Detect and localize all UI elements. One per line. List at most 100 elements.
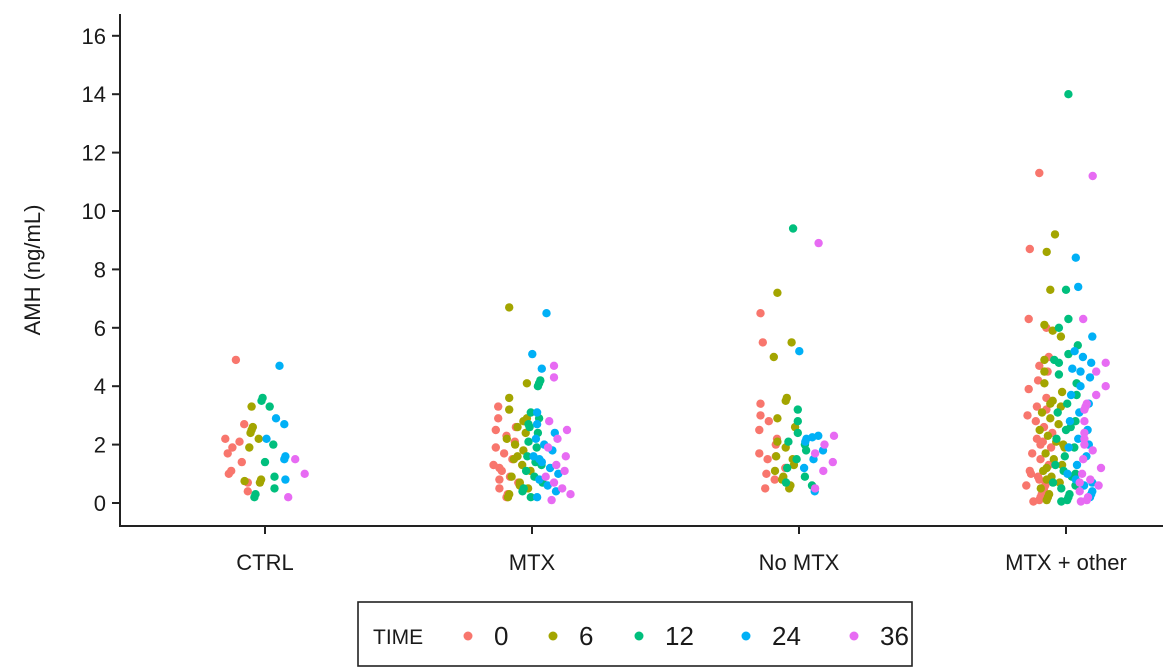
point-time-12 — [784, 437, 793, 446]
legend-marker-12 — [634, 631, 644, 641]
point-time-12 — [1060, 452, 1070, 461]
y-axis-title-group: AMH (ng/mL) — [20, 205, 45, 336]
point-time-24 — [799, 463, 809, 473]
point-time-24 — [1076, 367, 1085, 376]
point-time-12 — [1064, 90, 1073, 99]
y-tick-label: 4 — [94, 374, 106, 399]
point-time-6 — [1042, 475, 1051, 484]
point-time-0 — [756, 309, 765, 318]
point-time-36 — [829, 431, 839, 440]
point-time-12 — [793, 405, 802, 414]
point-time-0 — [495, 463, 504, 473]
point-time-36 — [819, 466, 828, 476]
point-time-24 — [532, 493, 542, 502]
legend-label-6: 6 — [579, 621, 593, 651]
point-time-12 — [524, 437, 533, 446]
point-time-0 — [227, 466, 236, 476]
point-time-36 — [300, 469, 309, 478]
point-time-0 — [1024, 384, 1033, 394]
point-time-6 — [519, 446, 528, 455]
point-time-0 — [221, 434, 230, 443]
point-time-36 — [1080, 428, 1089, 438]
point-time-36 — [1088, 171, 1097, 181]
point-time-36 — [562, 425, 572, 435]
point-time-24 — [1078, 352, 1088, 362]
point-time-36 — [1080, 434, 1089, 443]
point-time-12 — [260, 457, 270, 467]
point-time-24 — [554, 469, 563, 478]
y-tick-label: 14 — [82, 82, 106, 107]
point-time-6 — [773, 288, 782, 297]
point-time-6 — [1054, 420, 1063, 429]
point-time-36 — [553, 434, 562, 443]
point-time-0 — [770, 475, 779, 484]
point-time-6 — [1043, 431, 1053, 440]
point-time-0 — [758, 338, 767, 347]
point-time-0 — [1029, 497, 1038, 506]
point-time-6 — [1040, 355, 1049, 365]
point-time-36 — [810, 484, 820, 493]
point-time-24 — [1066, 390, 1076, 400]
legend-label-0: 0 — [494, 621, 508, 651]
point-time-6 — [781, 396, 790, 405]
x-tick-label: MTX — [509, 550, 556, 575]
point-time-6 — [510, 440, 520, 449]
point-time-24 — [532, 408, 542, 417]
point-time-0 — [1024, 314, 1033, 324]
point-time-6 — [1037, 408, 1047, 417]
point-time-6 — [787, 338, 796, 347]
point-time-24 — [1088, 332, 1097, 341]
point-time-0 — [764, 417, 773, 426]
point-time-6 — [773, 437, 782, 446]
point-time-36 — [814, 238, 823, 248]
point-time-36 — [1088, 446, 1097, 455]
point-time-6 — [1040, 320, 1049, 330]
point-time-6 — [1042, 463, 1051, 473]
point-time-6 — [1040, 379, 1049, 388]
point-time-24 — [1074, 434, 1083, 443]
point-time-12 — [265, 402, 274, 411]
point-time-36 — [1086, 475, 1095, 484]
point-time-12 — [1054, 323, 1064, 332]
point-time-12 — [533, 382, 543, 391]
point-time-36 — [549, 373, 559, 382]
point-time-12 — [792, 455, 801, 464]
point-time-12 — [250, 493, 259, 502]
point-time-12 — [526, 408, 535, 417]
point-time-0 — [499, 449, 509, 458]
point-time-0 — [223, 449, 232, 458]
point-time-0 — [240, 420, 249, 429]
point-time-6 — [1057, 387, 1067, 397]
point-time-24 — [1072, 460, 1082, 470]
point-time-36 — [1079, 314, 1088, 324]
point-time-36 — [284, 493, 293, 502]
point-time-36 — [545, 417, 554, 426]
point-time-24 — [281, 475, 290, 484]
point-time-0 — [761, 484, 770, 493]
point-time-6 — [1046, 399, 1055, 408]
point-time-12 — [1057, 497, 1066, 506]
point-time-36 — [1080, 440, 1089, 449]
point-time-6 — [245, 443, 254, 452]
point-time-24 — [1068, 364, 1077, 373]
point-time-6 — [505, 303, 514, 312]
point-time-36 — [560, 466, 569, 476]
point-time-36 — [541, 472, 550, 481]
point-time-36 — [820, 440, 829, 449]
point-time-6 — [773, 414, 782, 423]
point-time-24 — [1065, 417, 1075, 426]
point-time-24 — [795, 347, 804, 356]
point-time-6 — [1042, 495, 1051, 505]
y-tick-label: 6 — [94, 316, 106, 341]
axes: 0 2 4 6 8 10 12 14 16 CTRL MTX No MTX MTX + other — [82, 14, 1163, 575]
point-time-36 — [543, 443, 553, 452]
point-time-0 — [495, 475, 504, 484]
point-time-36 — [1075, 478, 1084, 487]
point-time-12 — [1063, 399, 1072, 408]
point-time-0 — [231, 355, 241, 365]
point-time-6 — [1046, 285, 1055, 294]
point-time-12 — [269, 440, 278, 449]
point-time-24 — [280, 455, 289, 464]
point-time-0 — [491, 443, 500, 452]
